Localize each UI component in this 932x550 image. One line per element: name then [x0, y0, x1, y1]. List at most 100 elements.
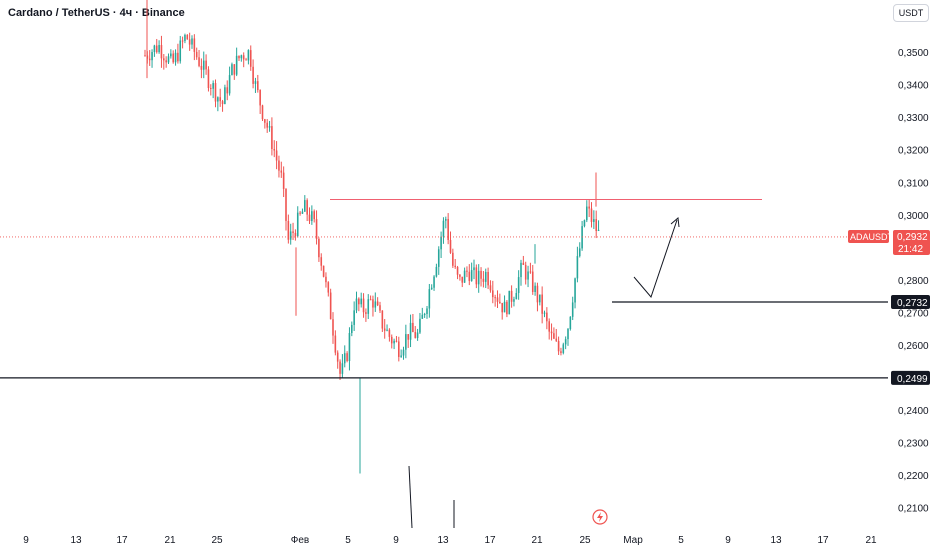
candle-body	[329, 292, 332, 320]
candle-body	[174, 52, 177, 63]
price-axis: 0,3500 0,3400 0,3300 0,3200 0,3100 0,3000 0,29…	[848, 48, 930, 515]
candle-body	[339, 361, 341, 374]
candle-body	[482, 278, 485, 282]
candle-body	[527, 271, 529, 280]
y-tick-label: 0,3300	[898, 113, 929, 124]
candle-body	[449, 239, 452, 253]
candle-body	[219, 97, 221, 102]
candle-body	[294, 232, 297, 237]
candle-body	[395, 340, 398, 342]
candle-body	[226, 87, 229, 94]
candle-body	[440, 236, 442, 250]
candle-body	[419, 318, 421, 333]
candle-body	[249, 50, 252, 67]
candle-body	[567, 329, 569, 340]
candle-body	[365, 312, 367, 314]
candle-body	[367, 299, 370, 314]
currency-unit-button[interactable]: USDT	[893, 4, 929, 22]
chart-legend-title[interactable]: Cardano / TetherUS · 4ч · Binance	[8, 7, 185, 19]
candle-body	[311, 211, 313, 222]
candle-body	[362, 298, 365, 313]
candle-body	[405, 334, 407, 350]
candle-body	[155, 45, 158, 53]
y-tick-label: 0,3200	[898, 146, 929, 157]
candle-body	[268, 126, 271, 128]
candle-body	[447, 219, 449, 240]
candle-body	[376, 301, 379, 306]
candle-body	[463, 270, 466, 283]
candle-body	[214, 83, 217, 102]
candle-body	[543, 312, 546, 314]
x-tick-label: 9	[23, 535, 29, 546]
candle-body	[369, 299, 372, 301]
y-tick-label: 0,2800	[898, 276, 929, 287]
y-tick-label: 0,2100	[898, 504, 929, 515]
candle-body	[207, 69, 210, 89]
candle-body	[574, 278, 576, 303]
candle-body	[374, 301, 377, 308]
candle-body	[332, 319, 334, 336]
candle-body	[522, 262, 525, 265]
candle-body	[586, 206, 588, 221]
candle-body	[506, 301, 508, 315]
candle-body	[264, 119, 266, 123]
y-tick-label: 0,2200	[898, 471, 929, 482]
x-tick-label: 5	[678, 535, 684, 546]
svg-text:0,2499: 0,2499	[897, 374, 928, 385]
x-tick-label: 25	[211, 535, 223, 546]
price-tag-symbol: ADAUSDT	[850, 232, 894, 242]
candle-body	[273, 149, 276, 151]
candle-body	[430, 287, 433, 290]
candle-body	[398, 341, 400, 357]
candle-body	[299, 212, 301, 214]
candle-body	[548, 321, 550, 332]
candle-body	[191, 38, 193, 45]
candle-body	[426, 308, 428, 315]
candle-body	[282, 172, 285, 189]
x-tick-label: 21	[164, 535, 176, 546]
candle-body	[466, 270, 468, 272]
candle-body	[461, 276, 464, 283]
candle-body	[353, 310, 355, 325]
candle-body	[358, 298, 360, 305]
candle-body	[576, 256, 579, 279]
candle-body	[275, 150, 278, 161]
candle-body	[564, 339, 567, 345]
candle-body	[304, 200, 306, 212]
arrow-head	[670, 217, 680, 228]
candle-body	[379, 305, 381, 311]
y-tick-label: 0,3100	[898, 178, 929, 189]
candle-body	[550, 331, 553, 334]
candle-body	[238, 55, 240, 59]
candle-body	[402, 349, 405, 356]
candle-body	[487, 271, 489, 286]
candle-body	[473, 267, 475, 271]
candle-body	[454, 265, 456, 267]
candle-body	[170, 53, 172, 57]
candle-body	[212, 83, 214, 89]
candle-body	[231, 64, 233, 76]
time-axis: 9 13 17 21 25 Фев 5 9 13 17 21 25 Мар 5 9 13 17 21	[23, 535, 877, 546]
candle-body	[569, 316, 572, 330]
candle-body	[348, 333, 351, 362]
candle-body	[435, 266, 438, 277]
candle-body	[289, 231, 292, 240]
x-tick-label: 17	[817, 535, 829, 546]
candle-body	[301, 211, 304, 214]
y-tick-label: 0,2400	[898, 406, 929, 417]
candle-body	[322, 265, 325, 277]
candle-body	[158, 45, 160, 53]
x-tick-label: 13	[70, 535, 82, 546]
candle-body	[557, 340, 560, 352]
candle-body	[597, 229, 600, 231]
candle-body	[200, 65, 203, 70]
candle-body	[442, 220, 445, 237]
candle-body	[188, 39, 191, 45]
drawing-line	[408, 465, 413, 529]
candle-body	[252, 66, 254, 84]
x-tick-label: 13	[437, 535, 449, 546]
candle-body	[202, 60, 205, 70]
x-tick-label: 25	[579, 535, 591, 546]
candle-body	[320, 257, 323, 266]
